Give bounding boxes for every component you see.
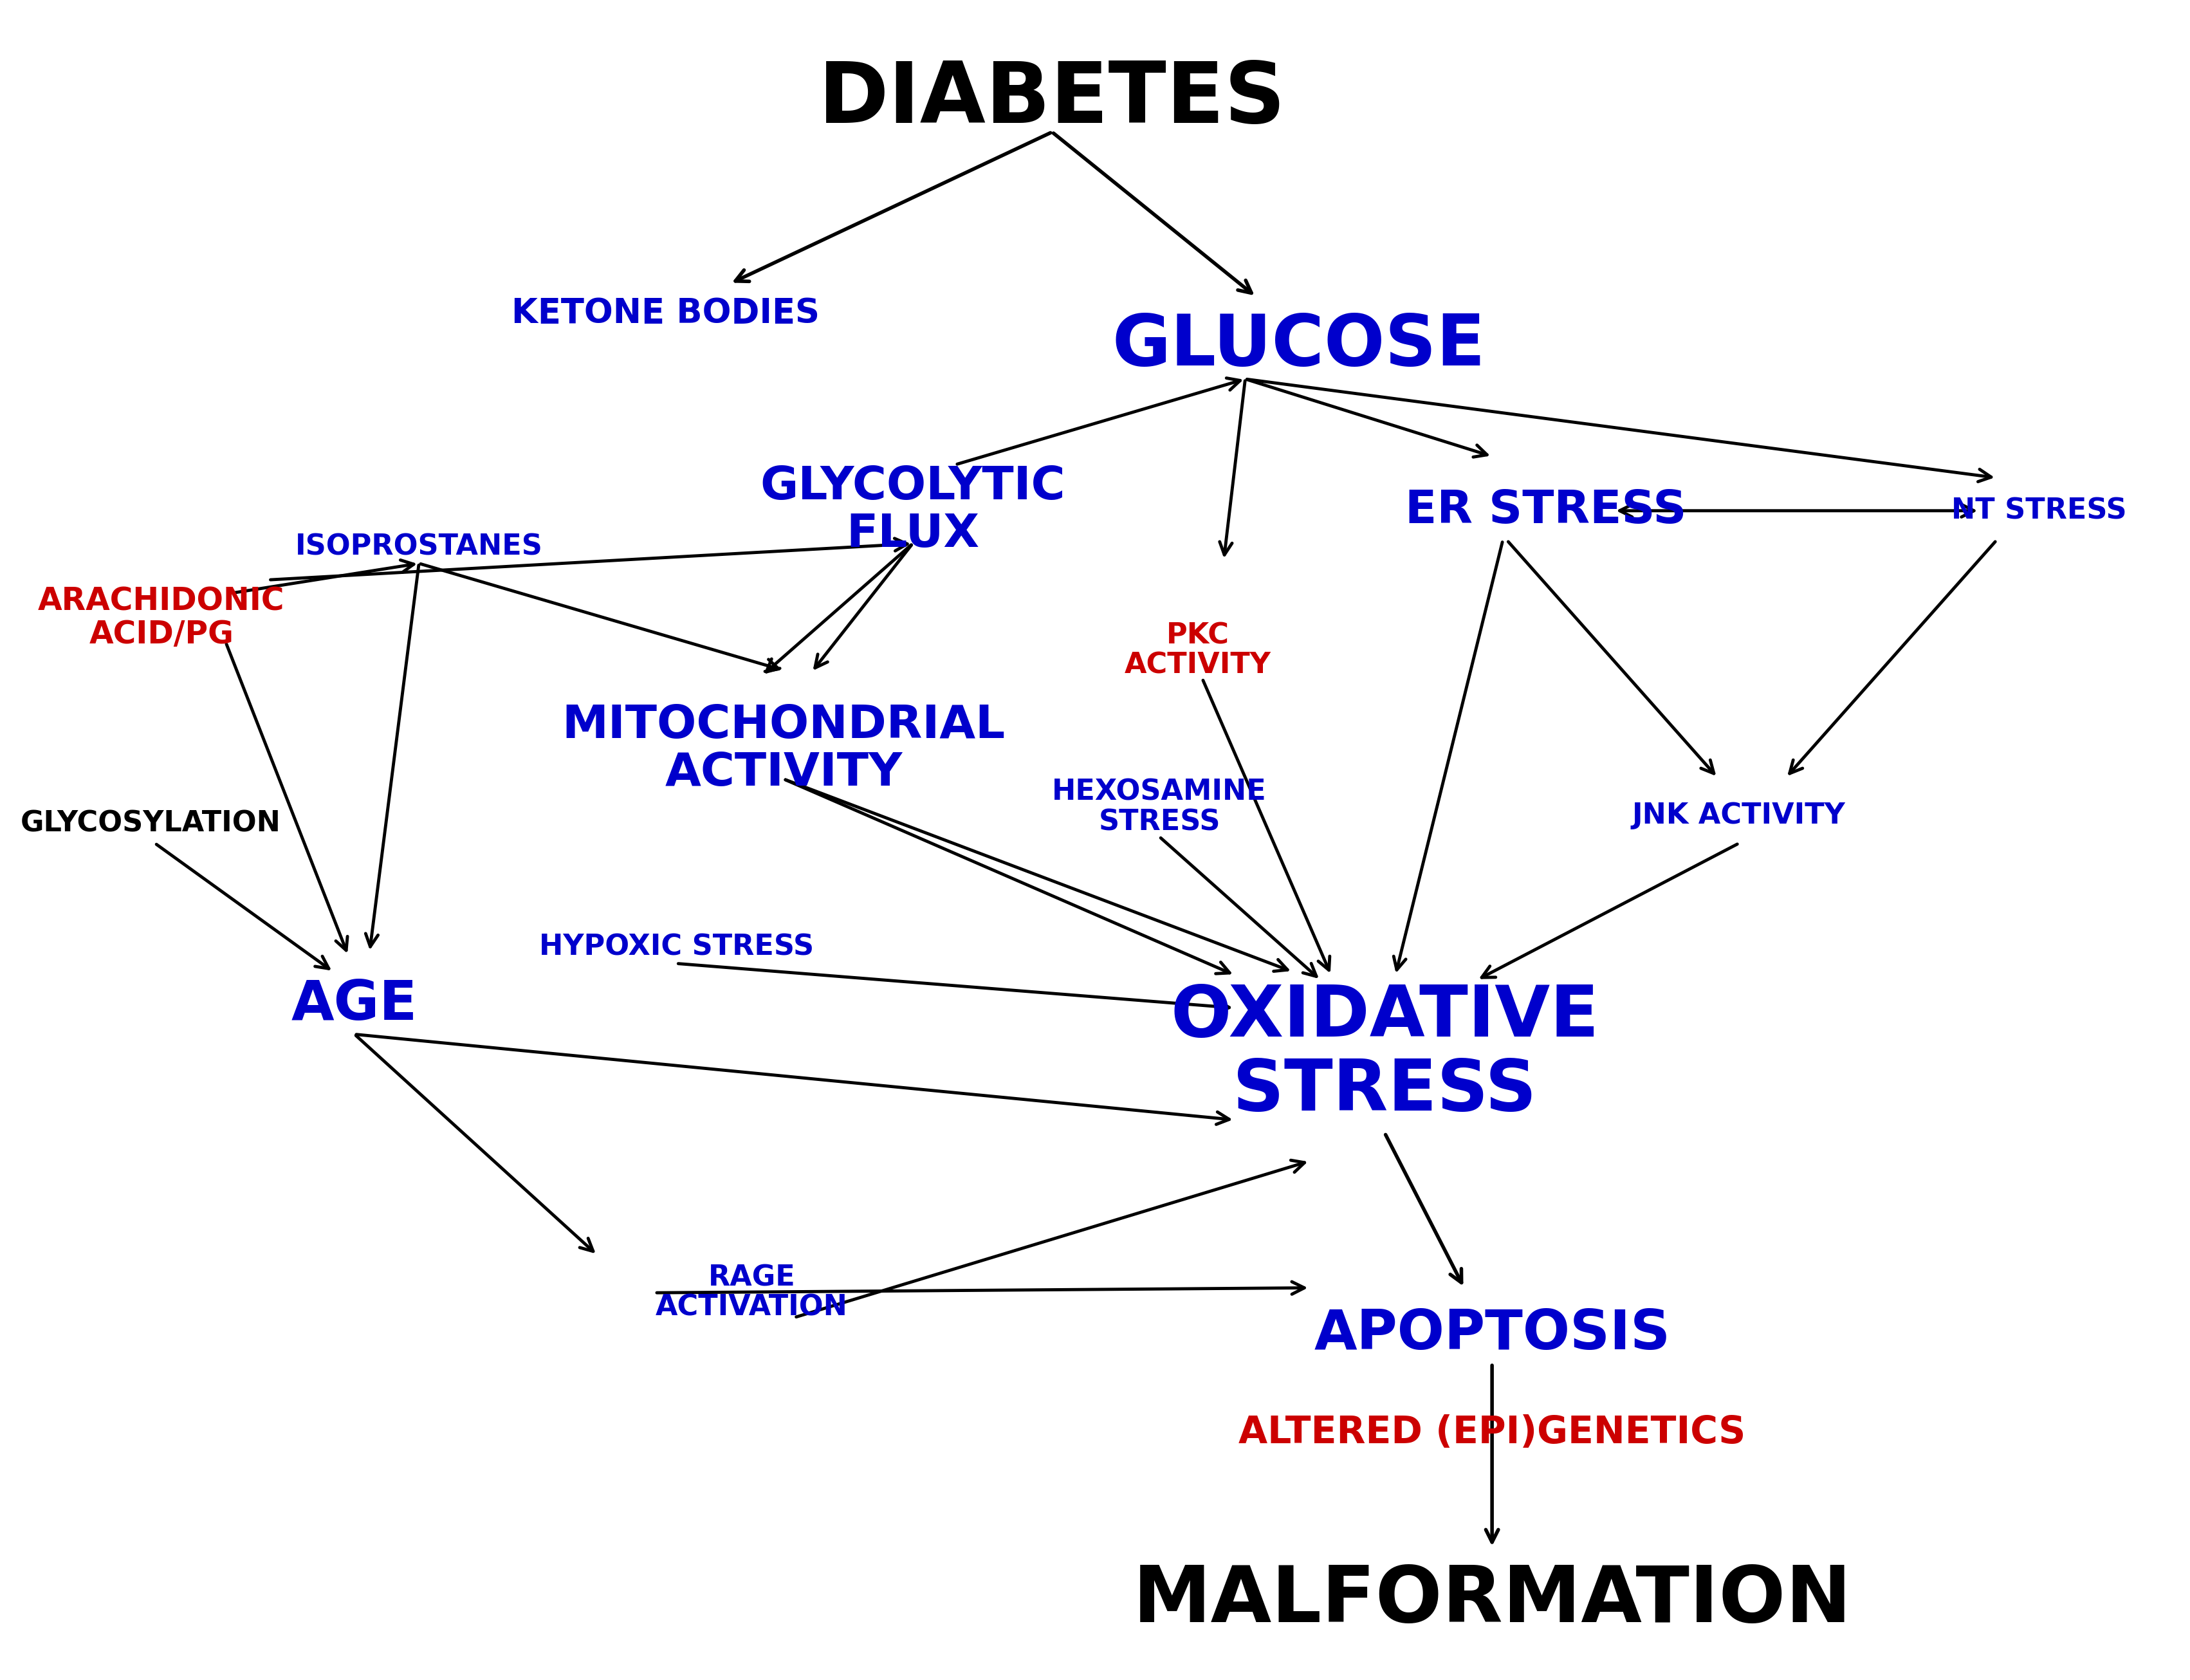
- Text: GLUCOSE: GLUCOSE: [1113, 312, 1485, 380]
- Text: JNK ACTIVITY: JNK ACTIVITY: [1632, 801, 1846, 830]
- Text: MALFORMATION: MALFORMATION: [1132, 1562, 1851, 1638]
- Text: ER STRESS: ER STRESS: [1406, 489, 1686, 533]
- Text: HYPOXIC STRESS: HYPOXIC STRESS: [539, 932, 815, 961]
- Text: AGE: AGE: [291, 978, 418, 1032]
- Text: OXIDATIVE
STRESS: OXIDATIVE STRESS: [1169, 983, 1599, 1126]
- Text: ISOPROSTANES: ISOPROSTANES: [296, 533, 543, 561]
- Text: NT STRESS: NT STRESS: [1951, 497, 2126, 524]
- Text: ALTERED (EPI)GENETICS: ALTERED (EPI)GENETICS: [1240, 1415, 1745, 1452]
- Text: HEXOSAMINE
STRESS: HEXOSAMINE STRESS: [1051, 778, 1266, 837]
- Text: RAGE
ACTIVATION: RAGE ACTIVATION: [655, 1263, 848, 1322]
- Text: DIABETES: DIABETES: [819, 59, 1286, 139]
- Text: GLYCOSYLATION: GLYCOSYLATION: [20, 810, 280, 837]
- Text: KETONE BODIES: KETONE BODIES: [512, 296, 819, 329]
- Text: GLYCOLYTIC
FLUX: GLYCOLYTIC FLUX: [760, 465, 1064, 556]
- Text: ARACHIDONIC
ACID/PG: ARACHIDONIC ACID/PG: [37, 586, 285, 650]
- Text: APOPTOSIS: APOPTOSIS: [1314, 1307, 1671, 1361]
- Text: MITOCHONDRIAL
ACTIVITY: MITOCHONDRIAL ACTIVITY: [563, 704, 1005, 796]
- Text: PKC
ACTIVITY: PKC ACTIVITY: [1126, 622, 1272, 679]
